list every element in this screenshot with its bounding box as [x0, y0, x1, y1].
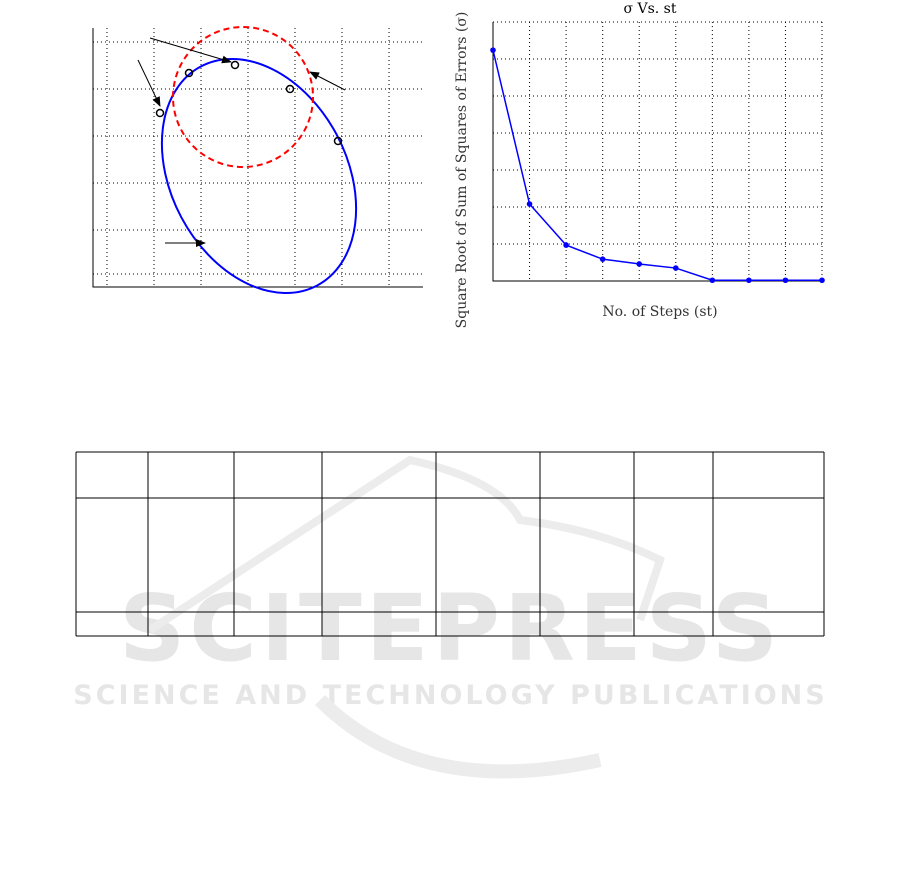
data-point	[819, 277, 825, 284]
annotation-arrow	[309, 71, 346, 91]
data-point	[782, 277, 789, 284]
y-axis-label: Square Root of Sum of Squares of Errors …	[454, 12, 470, 329]
axes	[492, 22, 822, 282]
chart-title: σ Vs. st	[623, 1, 676, 17]
data-point	[672, 265, 679, 271]
data-point	[709, 277, 716, 284]
annotation-arrow	[149, 37, 232, 64]
sigma-chart	[490, 21, 825, 284]
watermark-swoosh	[147, 455, 665, 634]
ellipse-chart	[92, 26, 423, 295]
series-line	[492, 49, 822, 282]
watermark-swoosh	[315, 695, 602, 779]
watermark-logo: SCITEPRESS	[118, 575, 783, 682]
data-point	[563, 242, 569, 248]
dashed-circle	[172, 26, 314, 168]
data-point-marker	[184, 68, 194, 78]
axes	[92, 28, 423, 288]
data-point	[599, 256, 606, 262]
data-point-marker	[285, 84, 295, 94]
data-point-marker	[230, 60, 240, 70]
data-point	[526, 201, 533, 207]
watermark-subtitle: SCIENCE AND TECHNOLOGY PUBLICATIONS	[73, 680, 828, 711]
data-table	[75, 451, 825, 637]
data-point	[746, 277, 752, 284]
annotation-arrow	[137, 59, 161, 107]
data-point-marker	[333, 136, 343, 146]
ellipse-curve	[160, 57, 358, 295]
x-axis-label: No. of Steps (st)	[602, 304, 717, 320]
data-point	[490, 47, 496, 53]
data-point	[636, 261, 643, 267]
data-point-marker	[155, 108, 165, 118]
